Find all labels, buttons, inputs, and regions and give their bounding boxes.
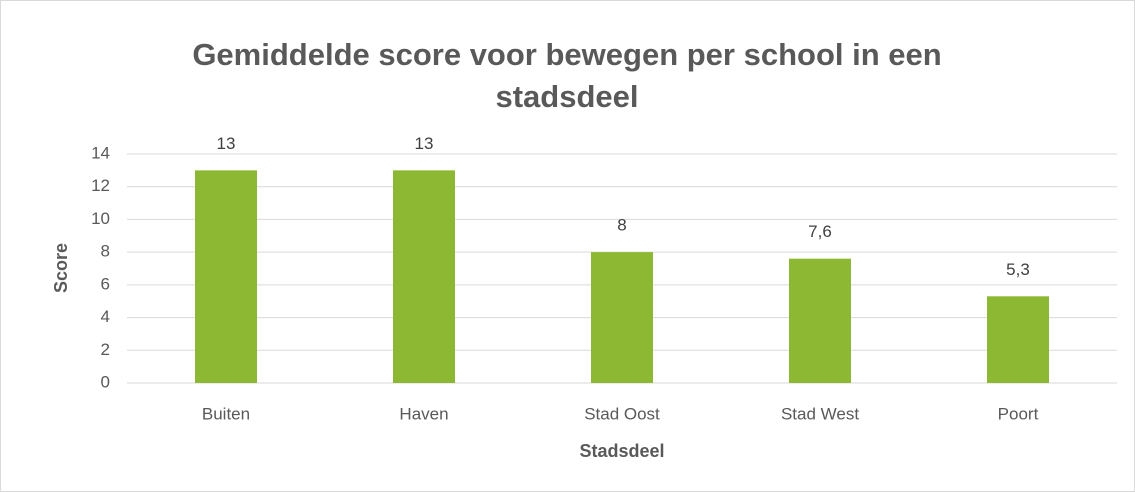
chart-title: Gemiddelde score voor bewegen per school… bbox=[192, 37, 942, 114]
x-tick-label: Poort bbox=[998, 404, 1039, 423]
y-axis-title: Score bbox=[51, 243, 71, 293]
x-tick-label: Stad West bbox=[781, 404, 859, 423]
bar bbox=[393, 170, 455, 383]
bar bbox=[789, 258, 851, 383]
bar bbox=[987, 296, 1049, 383]
data-label: 13 bbox=[415, 134, 434, 153]
y-tick-label: 12 bbox=[91, 176, 110, 195]
bar bbox=[591, 252, 653, 383]
y-tick-label: 10 bbox=[91, 209, 110, 228]
x-tick-label: Buiten bbox=[202, 404, 250, 423]
bar bbox=[195, 170, 257, 383]
x-tick-label: Haven bbox=[399, 404, 448, 423]
x-axis-title: Stadsdeel bbox=[579, 441, 664, 461]
data-label: 7,6 bbox=[808, 222, 832, 241]
y-tick-label: 4 bbox=[101, 307, 110, 326]
data-label: 8 bbox=[617, 216, 626, 235]
x-tick-label: Stad Oost bbox=[584, 404, 660, 423]
y-tick-label: 6 bbox=[101, 274, 110, 293]
data-label: 5,3 bbox=[1006, 260, 1030, 279]
data-label: 13 bbox=[217, 134, 236, 153]
y-tick-label: 8 bbox=[101, 242, 110, 261]
y-tick-label: 2 bbox=[101, 340, 110, 359]
y-tick-label: 14 bbox=[91, 143, 110, 162]
y-tick-label: 0 bbox=[101, 372, 110, 391]
